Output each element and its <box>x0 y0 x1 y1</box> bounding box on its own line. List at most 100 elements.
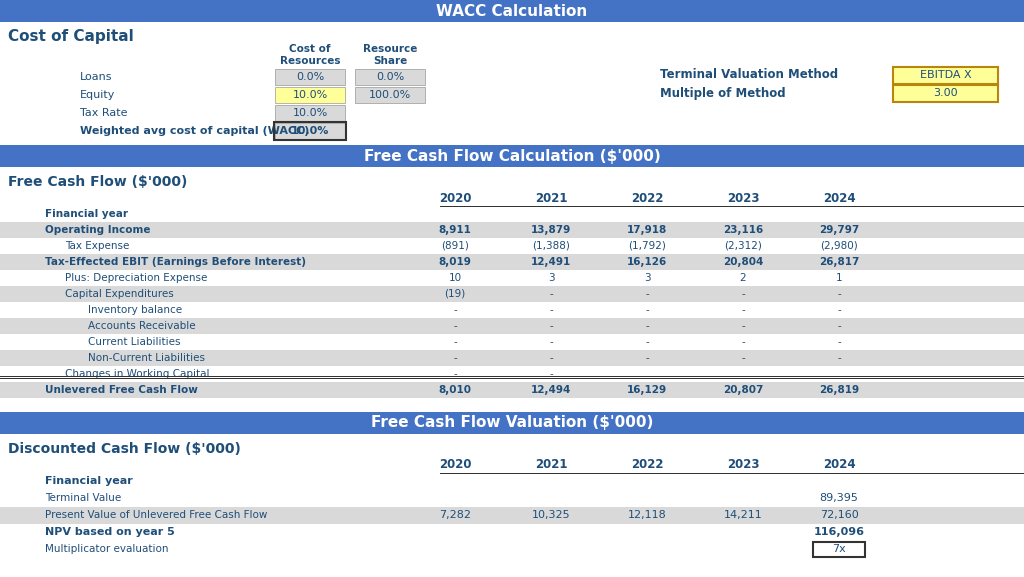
Text: 2021: 2021 <box>535 192 567 204</box>
Bar <box>0 382 1024 398</box>
Text: -: - <box>645 353 649 363</box>
Text: NPV based on year 5: NPV based on year 5 <box>45 527 175 537</box>
Text: -: - <box>549 337 553 347</box>
Bar <box>0 206 1024 222</box>
Text: 23,116: 23,116 <box>723 225 763 235</box>
Text: -: - <box>645 337 649 347</box>
Bar <box>0 302 1024 318</box>
Text: -: - <box>838 353 841 363</box>
Text: -: - <box>741 289 744 299</box>
Text: Weighted avg cost of capital (WACC): Weighted avg cost of capital (WACC) <box>80 126 309 136</box>
Text: 20,804: 20,804 <box>723 257 763 267</box>
Text: Multiple of Method: Multiple of Method <box>660 87 785 99</box>
Text: 26,817: 26,817 <box>819 257 859 267</box>
Bar <box>0 286 1024 302</box>
Text: Unlevered Free Cash Flow: Unlevered Free Cash Flow <box>45 385 198 395</box>
Text: -: - <box>454 353 457 363</box>
Text: -: - <box>838 289 841 299</box>
Text: 10,325: 10,325 <box>531 510 570 520</box>
Text: 10.0%: 10.0% <box>293 108 328 118</box>
Text: Operating Income: Operating Income <box>45 225 151 235</box>
Text: (891): (891) <box>441 241 469 251</box>
Text: Tax-Effected EBIT (Earnings Before Interest): Tax-Effected EBIT (Earnings Before Inter… <box>45 257 306 267</box>
Text: -: - <box>645 321 649 331</box>
Text: -: - <box>549 289 553 299</box>
Bar <box>0 270 1024 286</box>
Text: (19): (19) <box>444 289 466 299</box>
Text: (2,980): (2,980) <box>820 241 858 251</box>
Text: Equity: Equity <box>80 90 116 100</box>
Text: -: - <box>741 337 744 347</box>
Text: 0.0%: 0.0% <box>296 72 325 82</box>
Text: 2020: 2020 <box>438 459 471 471</box>
Text: 89,395: 89,395 <box>819 493 858 503</box>
Text: 8,010: 8,010 <box>438 385 471 395</box>
Text: -: - <box>741 353 744 363</box>
Bar <box>0 412 1024 434</box>
Text: (2,312): (2,312) <box>724 241 762 251</box>
Bar <box>893 84 998 102</box>
Text: 16,126: 16,126 <box>627 257 667 267</box>
Text: Changes in Working Capital: Changes in Working Capital <box>65 369 210 379</box>
Text: 8,911: 8,911 <box>438 225 471 235</box>
Text: 10.0%: 10.0% <box>291 126 329 136</box>
Text: Terminal Value: Terminal Value <box>45 493 121 503</box>
Text: -: - <box>454 321 457 331</box>
Text: -: - <box>454 337 457 347</box>
Text: Tax Expense: Tax Expense <box>65 241 129 251</box>
Bar <box>355 87 425 103</box>
Bar <box>0 334 1024 350</box>
Text: 16,129: 16,129 <box>627 385 667 395</box>
Bar <box>0 222 1024 238</box>
Text: Inventory balance: Inventory balance <box>88 305 182 315</box>
Text: 29,797: 29,797 <box>819 225 859 235</box>
Bar <box>0 507 1024 523</box>
Text: 3: 3 <box>644 273 650 283</box>
Text: Tax Rate: Tax Rate <box>80 108 128 118</box>
Text: -: - <box>549 305 553 315</box>
Text: 2020: 2020 <box>438 192 471 204</box>
Text: 26,819: 26,819 <box>819 385 859 395</box>
Bar <box>0 254 1024 270</box>
Text: Non-Current Liabilities: Non-Current Liabilities <box>88 353 205 363</box>
Bar <box>813 541 865 556</box>
Text: Cost of
Resources: Cost of Resources <box>280 44 340 66</box>
Text: Terminal Valuation Method: Terminal Valuation Method <box>660 69 838 81</box>
Text: Discounted Cash Flow ($'000): Discounted Cash Flow ($'000) <box>8 442 241 456</box>
Bar <box>893 66 998 84</box>
Bar <box>274 122 346 140</box>
Text: 2: 2 <box>739 273 746 283</box>
Text: 12,118: 12,118 <box>628 510 667 520</box>
Bar <box>0 366 1024 382</box>
Text: 20,807: 20,807 <box>723 385 763 395</box>
Text: 17,918: 17,918 <box>627 225 667 235</box>
Bar <box>0 473 1024 489</box>
Bar <box>440 473 1024 474</box>
Bar <box>275 105 345 121</box>
Text: Financial year: Financial year <box>45 209 128 219</box>
Text: -: - <box>454 369 457 379</box>
Bar <box>0 489 1024 507</box>
Text: (1,792): (1,792) <box>628 241 666 251</box>
Bar <box>440 206 1024 207</box>
Text: Free Cash Flow Calculation ($'000): Free Cash Flow Calculation ($'000) <box>364 148 660 163</box>
Text: WACC Calculation: WACC Calculation <box>436 3 588 18</box>
Text: Free Cash Flow Valuation ($'000): Free Cash Flow Valuation ($'000) <box>371 415 653 430</box>
Text: 7x: 7x <box>833 544 846 554</box>
Text: 116,096: 116,096 <box>813 527 864 537</box>
Text: Cost of Capital: Cost of Capital <box>8 29 134 44</box>
Text: 2024: 2024 <box>822 459 855 471</box>
Bar <box>275 87 345 103</box>
Text: 13,879: 13,879 <box>530 225 571 235</box>
Bar <box>0 145 1024 167</box>
Bar <box>0 0 1024 22</box>
Text: -: - <box>741 305 744 315</box>
Text: -: - <box>741 321 744 331</box>
Text: 10.0%: 10.0% <box>293 90 328 100</box>
Text: Plus: Depreciation Expense: Plus: Depreciation Expense <box>65 273 208 283</box>
Text: 2021: 2021 <box>535 459 567 471</box>
Text: 3.00: 3.00 <box>933 88 957 98</box>
Text: 2022: 2022 <box>631 459 664 471</box>
Text: -: - <box>838 337 841 347</box>
Text: 100.0%: 100.0% <box>369 90 411 100</box>
